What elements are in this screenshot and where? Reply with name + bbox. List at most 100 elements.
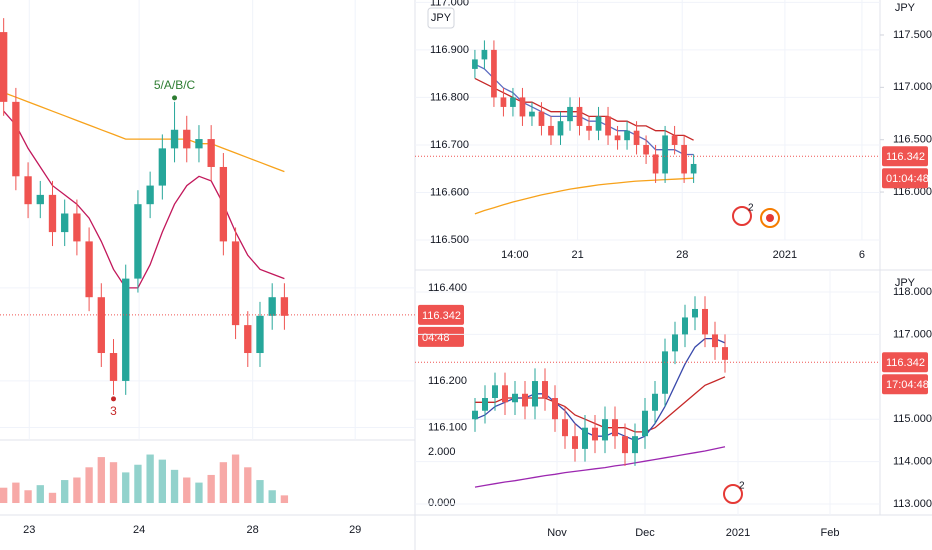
volume-bar — [244, 467, 252, 504]
event-count[interactable]: 2 — [739, 481, 745, 492]
volume-bar — [231, 454, 240, 504]
candle-body — [662, 135, 668, 174]
price-tag — [418, 304, 464, 325]
x-tick-label: 6 — [859, 249, 865, 261]
candle-body — [572, 436, 578, 449]
candle-body — [602, 419, 608, 441]
candle-body — [662, 351, 668, 394]
moving-average — [474, 77, 694, 141]
volume-bar — [61, 480, 69, 504]
volume-bar — [97, 457, 105, 504]
y2-tick-label: 116.500 — [893, 134, 932, 146]
event-circle[interactable] — [732, 206, 752, 226]
candle-body — [61, 213, 69, 233]
event-dot[interactable] — [766, 214, 774, 222]
event-icon[interactable] — [760, 208, 780, 228]
y-tick-label: 114.000 — [893, 456, 932, 468]
volume-bar — [183, 477, 191, 504]
volume-bar — [24, 490, 32, 504]
x-tick-label: Nov — [547, 527, 567, 539]
y-tick-label: 116.100 — [428, 421, 467, 433]
candle-body — [548, 125, 554, 136]
candle-body — [692, 308, 698, 318]
candle-body — [582, 427, 588, 449]
candle-body — [36, 194, 44, 205]
candle-body — [633, 130, 640, 145]
candle-body — [519, 97, 526, 117]
y2-tick-label: 116.000 — [893, 186, 932, 198]
candle-body — [586, 125, 592, 131]
candle-body — [624, 130, 630, 141]
candle-body — [481, 49, 488, 60]
event-count[interactable]: 2 — [748, 203, 754, 214]
moving-average — [3, 110, 285, 289]
x-tick-label: 21 — [571, 249, 583, 261]
pivot-label: 5/A/B/C — [154, 78, 196, 92]
x-tick-label: 28 — [676, 249, 688, 261]
volume-bar — [195, 482, 203, 504]
countdown-tag — [882, 374, 928, 395]
volume-bar — [280, 495, 289, 504]
candle-body — [522, 393, 528, 407]
countdown-tag — [418, 326, 464, 347]
countdown-label: 17:04:48 — [886, 379, 929, 391]
price-tag — [882, 352, 928, 373]
candle-body — [671, 135, 678, 145]
y2-tick-label: 117.000 — [893, 81, 932, 93]
candle-body — [492, 385, 498, 399]
volume-bar — [12, 482, 20, 504]
volume-bar — [122, 472, 130, 504]
candle-body — [48, 194, 57, 233]
candle-body — [24, 176, 32, 205]
candle-body — [97, 297, 105, 354]
y-tick-label: 116.700 — [430, 139, 469, 151]
candle-body — [652, 154, 659, 174]
moving-average — [474, 63, 694, 156]
volume-bar — [73, 477, 81, 504]
moving-average — [3, 91, 285, 173]
y-tick-label: 116.200 — [428, 375, 467, 387]
candle-body — [0, 32, 8, 102]
x-tick-label: 28 — [247, 524, 259, 536]
y-tick-label: 118.000 — [893, 286, 932, 298]
volume-bar — [256, 480, 264, 504]
x-tick-label: Dec — [635, 527, 655, 539]
volume-bar — [146, 454, 154, 504]
y-tick-label: 113.000 — [893, 498, 932, 510]
candle-body — [502, 385, 508, 403]
y-tick-label: 117.000 — [430, 0, 469, 8]
candle-body — [122, 278, 130, 381]
candle-body — [702, 308, 708, 335]
candle-body — [557, 121, 564, 136]
pivot-label: 3 — [110, 404, 117, 418]
price-tag-label: 116.342 — [886, 357, 925, 369]
event-icon[interactable]: 2 — [732, 203, 754, 226]
candle-body — [595, 116, 602, 131]
x-tick-label: 24 — [133, 524, 145, 536]
price-tag — [882, 146, 928, 167]
candle-body — [85, 241, 93, 298]
countdown-label: 04:48 — [422, 332, 450, 344]
candle-body — [134, 204, 142, 279]
volume-bar — [0, 487, 8, 504]
candle-body — [12, 101, 20, 177]
event-icon[interactable]: 2 — [723, 481, 745, 504]
candle-body — [512, 393, 518, 403]
y2-tick-label: 117.500 — [893, 29, 932, 41]
candle-body — [231, 241, 240, 326]
candle-body — [592, 427, 598, 441]
event-circle[interactable] — [723, 484, 743, 504]
volume-bar — [134, 464, 142, 504]
candle-body — [562, 419, 568, 437]
volume-bar — [48, 492, 57, 504]
candle-body — [538, 111, 545, 126]
x-tick-label: 2021 — [726, 527, 750, 539]
volume-bar — [85, 467, 93, 504]
candle-body — [681, 144, 687, 174]
moving-average — [474, 177, 694, 215]
countdown-tag — [882, 168, 928, 189]
candle-body — [672, 334, 678, 352]
candle-body — [632, 436, 638, 454]
candle-body — [552, 398, 558, 420]
